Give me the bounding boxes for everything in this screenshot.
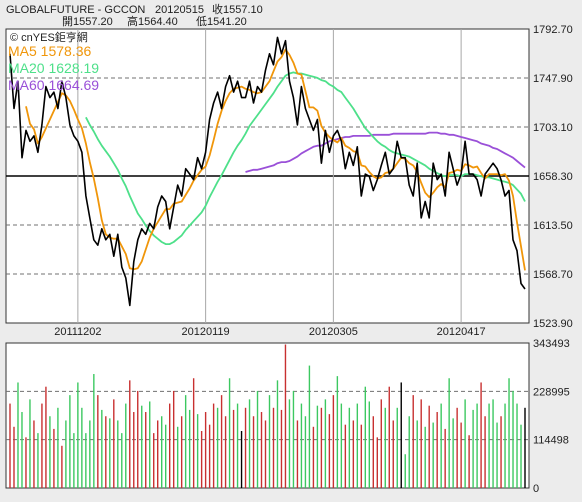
symbol-label: GLOBALFUTURE - GCCON: [6, 4, 145, 16]
date-tick-label: 20120305: [309, 326, 358, 338]
price-y-axis: 1792.70 1747.90 1703.10 1658.30 1613.50 1568.…: [533, 24, 573, 330]
volume-tick-label: 114498: [533, 435, 569, 447]
legend-ma20: MA20 1628.19: [8, 60, 99, 76]
legend-ma60: MA60 1664.69: [8, 77, 99, 93]
open-label: 開1557.20: [62, 15, 113, 28]
price-line: [9, 36, 526, 307]
ma5-line: [25, 48, 526, 271]
low-label: 低1541.20: [196, 15, 247, 28]
volume-y-axis: 0 114498 228995 343493: [533, 338, 570, 495]
high-label: 高1564.40: [127, 14, 178, 28]
volume-bars: [9, 344, 526, 488]
price-tick-label: 1523.90: [533, 318, 573, 330]
volume-panel: [5, 342, 530, 489]
close-label: 收1557.10: [212, 2, 263, 16]
price-tick-label: 1703.10: [533, 122, 573, 134]
ma60-line: [245, 131, 526, 173]
price-tick-label: 1613.50: [533, 220, 573, 232]
price-lines: [9, 36, 526, 307]
price-tick-label: 1658.30: [533, 171, 573, 183]
price-tick-label: 1568.70: [533, 269, 573, 281]
ma20-line: [85, 71, 526, 245]
price-tick-label: 1747.90: [533, 73, 573, 85]
volume-tick-label: 228995: [533, 386, 570, 398]
date-tick-label: 20120417: [437, 326, 486, 338]
legend-ma5: MA5 1578.36: [8, 43, 91, 59]
volume-tick-label: 343493: [533, 338, 570, 350]
price-x-axis: 20111202 20120119 20120305 20120417: [54, 326, 485, 338]
date-label: 20120515: [155, 4, 204, 16]
date-tick-label: 20111202: [54, 326, 101, 338]
date-tick-label: 20120119: [182, 326, 230, 338]
volume-tick-label: 0: [533, 483, 539, 495]
source-watermark: © cnYES鉅亨網: [10, 30, 88, 44]
price-tick-label: 1792.70: [533, 24, 573, 36]
